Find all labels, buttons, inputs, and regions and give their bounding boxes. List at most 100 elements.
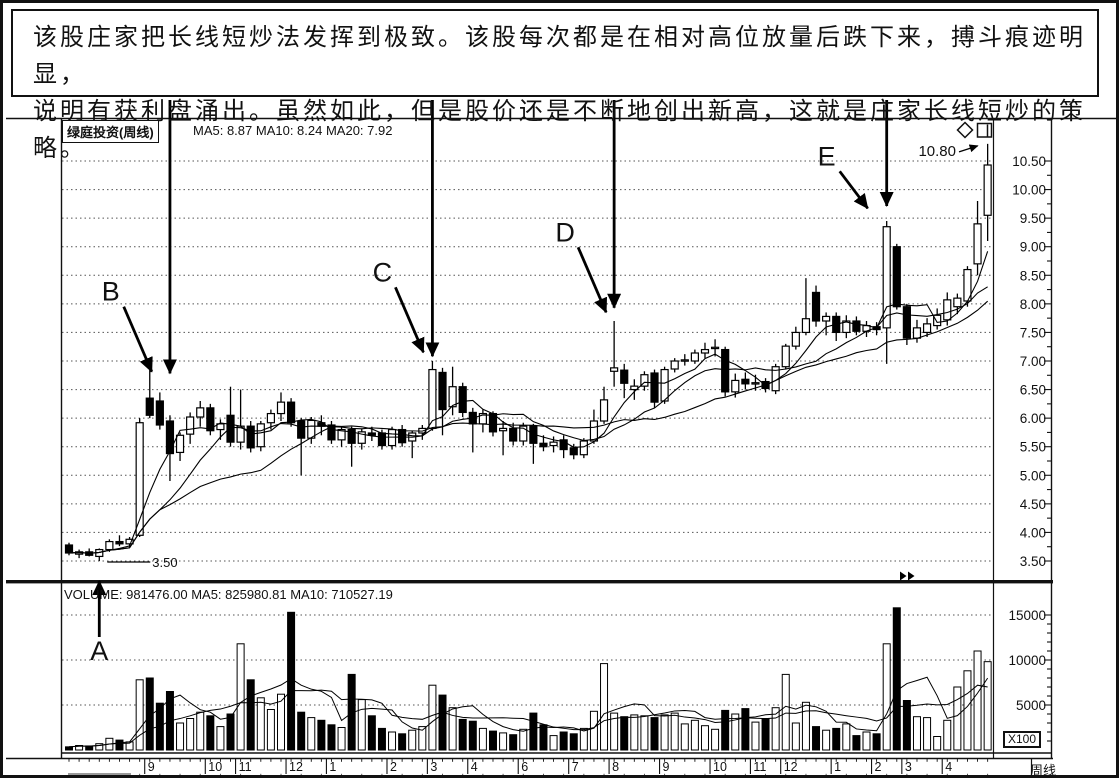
volume-bar [912, 716, 921, 751]
volume-bar [771, 707, 780, 751]
candle [973, 223, 982, 265]
volume-bar [266, 709, 275, 751]
candle [983, 164, 992, 216]
volume-bar [650, 717, 659, 751]
price-tick-label: 8.00 [1020, 297, 1046, 312]
candle [327, 424, 336, 441]
volume-bar [569, 733, 578, 751]
candle [882, 226, 891, 329]
window-box-icon[interactable] [976, 122, 993, 138]
volume-bar [953, 686, 962, 751]
fast-forward-icon[interactable] [900, 571, 915, 581]
annotation-letter-B: B [102, 277, 120, 307]
candle [246, 425, 255, 449]
volume-bar [963, 670, 972, 751]
volume-ma10-line [68, 684, 988, 748]
candle [266, 412, 275, 424]
month-label: 10 [208, 760, 222, 774]
annotation-box: 该股庄家把长线短炒法发挥到极致。该股每次都是在相对高位放量后跌下来，搏斗痕迹明显… [11, 9, 1099, 162]
scrollbar-thumb[interactable] [68, 773, 131, 778]
volume-bars [65, 607, 992, 751]
volume-tick-label: 15000 [1008, 608, 1046, 623]
candle [175, 434, 185, 454]
volume-bar [943, 719, 952, 751]
price-ma10-line [68, 286, 988, 554]
volume-bar [852, 735, 861, 751]
period-label[interactable]: 周线 [1030, 763, 1057, 778]
chart-canvas[interactable]: 10.50 10.00 9.50 9.00 8.50 8.00 7.50 7.00 6.50 6.… [3, 3, 1119, 778]
volume-bar [408, 729, 417, 751]
price-tick-label: 4.50 [1020, 497, 1046, 512]
frame [6, 117, 1116, 775]
volume-bar [388, 731, 397, 751]
candle [610, 367, 619, 372]
volume-bar [226, 713, 235, 751]
volume-bar [377, 727, 386, 751]
volume-bar [812, 726, 821, 751]
volume-bar [418, 726, 427, 751]
volume-bar [438, 694, 447, 751]
volume-bar [367, 715, 376, 751]
volume-bar [700, 725, 709, 751]
candle [741, 378, 750, 385]
volume-bar [206, 715, 215, 751]
volume-tick-label: 10000 [1008, 653, 1046, 668]
candle [64, 544, 74, 554]
volume-bar [680, 723, 689, 751]
volume-bar [478, 727, 487, 751]
volume-bar [176, 722, 185, 751]
volume-bar [892, 607, 901, 751]
price-tick-label: 7.00 [1020, 354, 1046, 369]
stock-title[interactable]: 绿庭投资(周线) [62, 120, 159, 143]
candle [256, 423, 265, 448]
volume-bar [933, 736, 942, 751]
candle [549, 441, 558, 447]
candles [64, 143, 992, 561]
price-ma-header: MA5: 8.87 MA10: 8.24 MA20: 7.92 [193, 123, 393, 138]
volume-bar [640, 715, 649, 751]
month-label: 9 [663, 760, 670, 774]
volume-bar [711, 728, 720, 751]
volume-bar [529, 712, 538, 751]
volume-bar [519, 728, 528, 751]
candle [398, 428, 407, 444]
candle [276, 401, 286, 415]
month-label: 2 [875, 760, 882, 774]
annotation-letter-D: D [555, 217, 575, 247]
month-label: 7 [572, 760, 579, 774]
candle [297, 420, 306, 439]
month-label: 1 [329, 760, 336, 774]
candle [589, 420, 599, 442]
volume-bar [862, 731, 871, 751]
letter-arrow [394, 286, 425, 354]
volume-bar [186, 718, 195, 751]
annotations: A B C D E 10.80 3.50 [90, 100, 979, 666]
month-label: 12 [289, 760, 303, 774]
candle [680, 359, 689, 362]
diamond-icon[interactable] [956, 121, 974, 139]
volume-bar [579, 727, 588, 751]
volume-ma-lines [68, 676, 989, 748]
price-tick-label: 6.50 [1020, 383, 1046, 398]
candle [448, 386, 457, 408]
volume-bar [458, 718, 467, 751]
volume-header: VOLUME: 981476.00 MA5: 825980.81 MA10: 7… [64, 587, 393, 602]
candle [519, 425, 528, 442]
month-label: 12 [784, 760, 798, 774]
candle [943, 299, 952, 321]
candle [438, 371, 447, 411]
candle [791, 331, 800, 347]
price-callout-high: 10.80 [918, 143, 956, 160]
month-label: 2 [390, 760, 397, 774]
price-callout-low: 3.50 [152, 555, 177, 570]
candle [498, 427, 508, 432]
volume-bar [216, 726, 225, 751]
scrollbar [68, 773, 989, 778]
volume-bar [428, 684, 437, 751]
price-ma5-line [68, 251, 989, 554]
candle [196, 407, 205, 418]
candle [307, 419, 316, 439]
candle [700, 348, 710, 354]
volume-bar [721, 709, 730, 751]
volume-bar [761, 718, 770, 751]
